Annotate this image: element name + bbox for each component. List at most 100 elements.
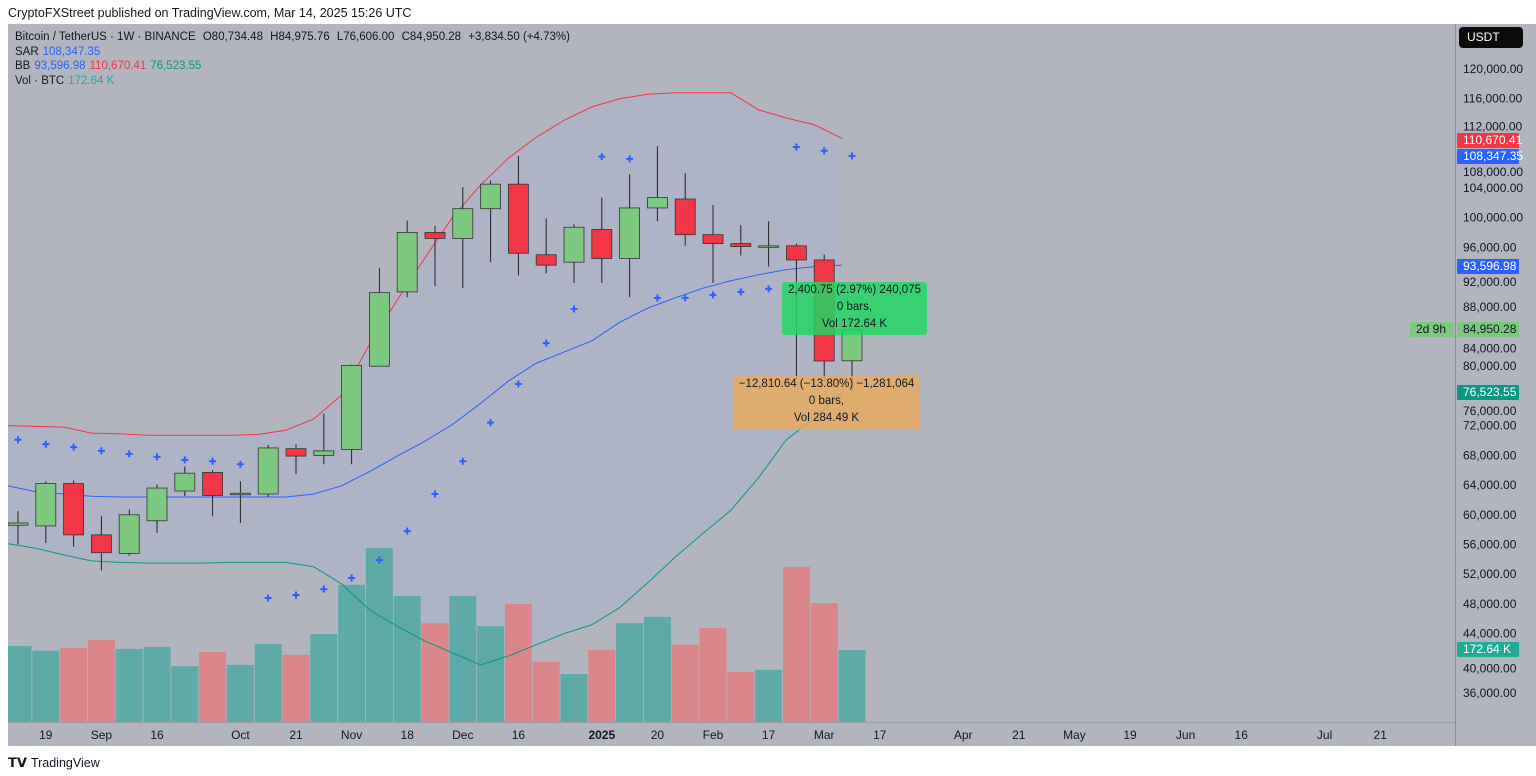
currency-button[interactable]: USDT <box>1459 27 1523 48</box>
price-tick-label: 92,000.00 <box>1463 275 1517 289</box>
candle-body <box>257 447 279 495</box>
volume-tag: 172.64 K <box>1457 642 1519 657</box>
sar-point <box>42 440 50 448</box>
volume-bar <box>421 623 449 722</box>
volume-bar <box>532 661 560 722</box>
time-tick-label: 18 <box>401 728 415 742</box>
candle-body <box>424 232 446 239</box>
time-tick-label: Jul <box>1317 728 1332 742</box>
measure-down-volume: Vol 284.49 K <box>793 412 860 424</box>
candle-body <box>563 226 585 263</box>
price-tick-label: 76,000.00 <box>1463 404 1517 418</box>
bollinger-fill <box>8 92 842 665</box>
time-tick-label: May <box>1063 728 1086 742</box>
time-tick-label: Feb <box>703 728 724 742</box>
time-tick-label: 21 <box>1012 728 1026 742</box>
bb-upper-tag: 110,670.41 <box>1457 133 1522 148</box>
sar-point <box>153 453 161 461</box>
candle-body <box>146 487 168 522</box>
sar-point <box>403 527 411 535</box>
price-tick-label: 68,000.00 <box>1463 448 1517 462</box>
measure-down-change: −12,810.64 (−13.80%) −1,281,064 <box>738 378 915 390</box>
bb-label[interactable]: BB <box>15 60 31 73</box>
volume-bar <box>365 548 393 722</box>
volume-bar <box>643 616 671 722</box>
sar-point <box>570 305 578 313</box>
candle-body <box>63 483 84 536</box>
sar-point <box>292 591 300 599</box>
vol-value: 172.64 K <box>68 74 115 87</box>
bb-upper-value: 110,670.41 <box>89 60 147 73</box>
last-price-tag: 84,950.28 <box>1457 322 1519 337</box>
price-tick-label: 108,000.00 <box>1463 165 1523 179</box>
symbol-name[interactable]: Bitcoin / TetherUS · 1W · BINANCE <box>15 31 196 43</box>
bb-mid-tag: 93,596.98 <box>1457 259 1519 274</box>
bb-mid-value: 93,596.98 <box>34 60 86 73</box>
sar-point <box>626 155 634 163</box>
sar-label[interactable]: SAR <box>15 45 39 58</box>
candle-body <box>396 232 418 293</box>
volume-bar <box>254 644 282 722</box>
volume-bar <box>115 649 143 722</box>
open-value: O80,734.48 <box>202 31 263 43</box>
candle-body <box>341 365 363 450</box>
low-value: L76,606.00 <box>336 31 395 43</box>
candle-body <box>674 198 696 236</box>
candle-body <box>619 207 640 259</box>
measure-up-box[interactable]: 2,400.75 (2.97%) 240,075 0 bars, Vol 172… <box>782 282 927 335</box>
time-tick-label: 17 <box>762 728 776 742</box>
volume-bar <box>838 650 866 722</box>
volume-bar <box>8 646 32 722</box>
time-tick-label: Jun <box>1176 728 1195 742</box>
sar-point <box>375 556 383 564</box>
candle-body <box>758 245 779 248</box>
measure-up-bars: 0 bars, <box>836 301 873 313</box>
candle-body <box>480 183 502 210</box>
candle-body <box>452 208 474 239</box>
sar-point <box>97 447 105 455</box>
candle-body <box>647 197 668 209</box>
price-tick-label: 80,000.00 <box>1463 359 1517 373</box>
candle-body <box>91 534 112 554</box>
tradingview-logo-icon: 𝗧𝗩 <box>8 755 27 770</box>
time-tick-label: 19 <box>1123 728 1137 742</box>
tradingview-logo[interactable]: 𝗧𝗩 TradingView <box>8 755 100 771</box>
candle-body <box>285 448 307 457</box>
candle-body <box>35 483 57 527</box>
time-tick-label: Sep <box>91 728 113 742</box>
volume-bar <box>143 646 171 722</box>
time-tick-label: 2025 <box>588 728 615 742</box>
price-tick-label: 100,000.00 <box>1463 211 1523 225</box>
volume-bar <box>60 647 88 722</box>
price-tick-label: 104,000.00 <box>1463 181 1523 195</box>
time-tick-label: 16 <box>1235 728 1249 742</box>
time-tick-label: Oct <box>231 728 250 742</box>
price-tick-label: 60,000.00 <box>1463 508 1517 522</box>
publish-info: CryptoFXStreet published on TradingView.… <box>8 6 412 20</box>
price-tick-label: 48,000.00 <box>1463 597 1517 611</box>
bb-lower-value: 76,523.55 <box>150 60 202 73</box>
measure-down-box[interactable]: −12,810.64 (−13.80%) −1,281,064 0 bars, … <box>733 376 920 430</box>
sar-point <box>348 574 356 582</box>
plot-layer <box>8 92 866 722</box>
volume-bar <box>616 623 644 722</box>
sar-point <box>514 380 522 388</box>
time-tick-label: Dec <box>452 728 473 742</box>
sar-point <box>236 460 244 468</box>
candle-body <box>702 234 724 245</box>
candle-body <box>8 522 29 526</box>
volume-bar <box>171 666 199 722</box>
volume-bar <box>671 644 699 722</box>
bb-lower-tag: 76,523.55 <box>1457 385 1519 400</box>
volume-bar <box>810 603 838 722</box>
sar-point <box>792 143 800 151</box>
sar-point <box>487 419 495 427</box>
price-tick-label: 36,000.00 <box>1463 686 1517 700</box>
sar-point <box>737 288 745 296</box>
price-tick-label: 40,000.00 <box>1463 661 1517 675</box>
sar-point <box>765 285 773 293</box>
vol-label[interactable]: Vol · BTC <box>15 74 65 87</box>
sar-point <box>681 294 689 302</box>
high-value: H84,975.76 <box>270 31 330 43</box>
